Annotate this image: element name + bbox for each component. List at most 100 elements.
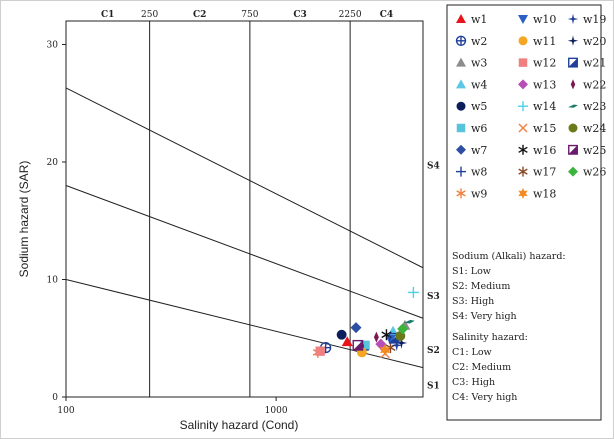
legend-item-w24: w24 [568, 122, 606, 135]
legend-item-w6: w6 [456, 122, 487, 135]
sodium-hazard-item: S2: Medium [452, 281, 510, 292]
data-point-w7 [350, 322, 362, 334]
legend-item-w26: w26 [568, 166, 606, 179]
salinity-class-label: C2 [193, 10, 206, 20]
legend-item-w9: w9 [456, 187, 487, 200]
marker-shape [403, 319, 415, 324]
legend-marker [456, 101, 466, 111]
marker-shape [456, 123, 466, 133]
legend-marker [567, 35, 579, 47]
legend-label: w23 [583, 100, 606, 113]
marker-shape [456, 190, 466, 197]
sodium-hazard-item: S1: Low [452, 266, 491, 277]
legend-item-w2: w2 [455, 35, 487, 48]
legend-label: w25 [583, 144, 606, 157]
salinity-boundary-label: 2250 [339, 10, 362, 20]
legend-label: w17 [533, 166, 556, 179]
legend-marker [518, 15, 528, 24]
sodium-class-label: S3 [427, 292, 440, 302]
data-point-w19 [390, 339, 403, 352]
data-point-w18 [379, 343, 391, 357]
legend-marker [518, 79, 528, 90]
marker-shape [336, 329, 347, 340]
legend-item-w4: w4 [456, 78, 487, 91]
data-point-w13 [375, 338, 387, 350]
legend-marker [456, 166, 466, 177]
marker-shape [518, 79, 528, 90]
legend-label: w8 [471, 166, 487, 179]
legend-marker [518, 101, 528, 112]
legend-label: w12 [533, 57, 556, 70]
salinity-hazard-item: C4: Very high [452, 392, 517, 403]
salinity-class-label: C3 [293, 10, 306, 20]
legend-item-w7: w7 [456, 144, 487, 157]
legend-item-w17: w17 [518, 166, 556, 179]
legend-marker [568, 57, 578, 68]
data-point-w6 [360, 340, 370, 350]
legend: w1 w2 w3 w4 w5 w6 w7 w8 w9 w10 w11 w12 w13 w14 w15 w16 w… [446, 4, 606, 421]
legend-label: w11 [533, 35, 556, 48]
sodium-class-label: S2 [427, 346, 440, 356]
legend-item-w1: w1 [456, 13, 487, 26]
legend-marker [568, 104, 578, 108]
marker-shape [373, 331, 379, 343]
marker-shape [518, 146, 528, 153]
legend-item-w19: w19 [567, 13, 606, 26]
legend-marker [570, 79, 576, 90]
legend-item-w10: w10 [518, 13, 556, 26]
legend-label: w18 [533, 187, 556, 200]
legend-label: w21 [583, 57, 606, 70]
legend-marker [456, 57, 466, 67]
sodium-hazard-line [65, 185, 424, 319]
legend-item-w15: w15 [518, 122, 556, 135]
legend-item-w20: w20 [567, 35, 606, 48]
legend-label: w9 [471, 187, 487, 200]
marker-shape [567, 35, 579, 47]
y-tick-label: 30 [47, 41, 59, 51]
legend-item-w11: w11 [518, 35, 556, 48]
salinity-boundary-label: 750 [241, 10, 258, 20]
legend-marker [568, 144, 578, 155]
marker-shape [341, 336, 353, 347]
legend-marker [518, 187, 528, 199]
legend-item-w25: w25 [568, 144, 606, 157]
marker-shape [456, 79, 466, 89]
legend-item-w21: w21 [568, 57, 606, 70]
marker-shape [375, 338, 387, 350]
x-tick-label: 100 [57, 406, 74, 416]
salinity-hazard-item: C3: High [452, 377, 495, 388]
y-axis-label: Sodium hazard (SAR) [17, 161, 31, 278]
sodium-hazard-item: S4: Very high [452, 311, 517, 322]
legend-marker [456, 123, 466, 133]
legend-label: w26 [583, 166, 606, 179]
data-point-w1 [341, 336, 353, 347]
marker-shape [360, 340, 370, 350]
salinity-boundary-label: 250 [141, 10, 158, 20]
marker-shape [456, 57, 466, 67]
legend-label: w4 [471, 78, 487, 91]
plot-area: 0 10 20 30 100 1000 250 750 2250 C1 C2 C3 C4 S4 S3 S2 S1 [47, 10, 440, 416]
sodium-class-label: S1 [427, 381, 440, 391]
legend-label: w2 [471, 35, 487, 48]
marker-shape [570, 79, 576, 90]
data-point-w10 [384, 335, 396, 345]
legend-marker [518, 166, 528, 177]
legend-marker [567, 13, 579, 25]
marker-shape [567, 13, 579, 25]
legend-item-w12: w12 [518, 57, 556, 70]
sodium-hazard-item: S3: High [452, 296, 494, 307]
legend-label: w1 [471, 13, 487, 26]
data-point-w14 [407, 286, 419, 298]
legend-label: w16 [533, 144, 556, 157]
marker-shape [397, 323, 409, 335]
marker-shape [390, 339, 403, 352]
legend-label: w3 [471, 57, 487, 70]
legend-label: w20 [583, 35, 606, 48]
sodium-class-label: S4 [427, 162, 440, 172]
legend-item-w16: w16 [518, 144, 556, 157]
salinity-hazard-item: C2: Medium [452, 362, 511, 373]
marker-shape [568, 58, 578, 67]
x-axis-label: Salinity hazard (Cond) [180, 418, 299, 432]
legend-item-w22: w22 [570, 78, 606, 91]
legend-label: w15 [533, 122, 556, 135]
